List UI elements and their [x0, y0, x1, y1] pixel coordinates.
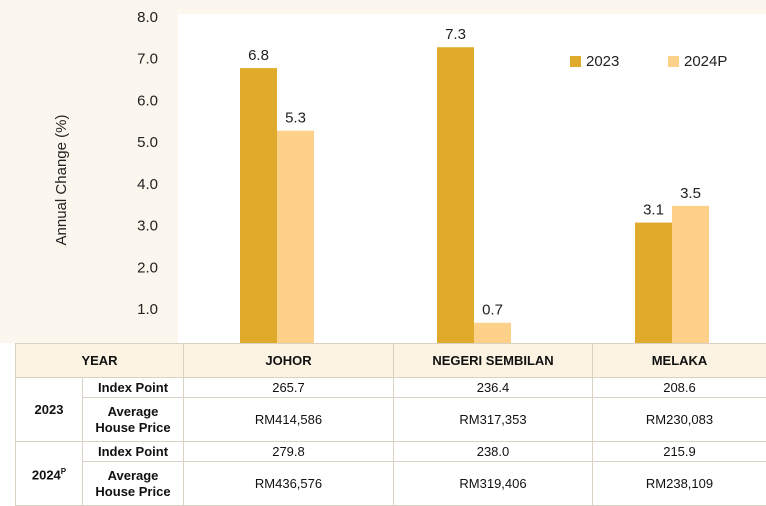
- value-cell: 208.6: [593, 378, 766, 398]
- y-tick-label: 2.0: [137, 259, 158, 276]
- data-label: 5.3: [285, 110, 306, 127]
- bar: [240, 68, 277, 343]
- row-label: Average House Price: [83, 398, 184, 442]
- y-tick-label: 3.0: [137, 218, 158, 235]
- bar: [474, 323, 511, 343]
- chart: Annual Change (%) 1.0 2.0 3.0 4.0 5.0 6.0 7.0 8…: [0, 0, 766, 343]
- row-label: Index Point: [83, 442, 184, 462]
- data-label: 3.1: [643, 202, 664, 219]
- y-axis-label: Annual Change (%): [53, 115, 70, 246]
- year-text: 2024: [32, 467, 61, 482]
- year-text: 2023: [35, 402, 64, 417]
- value-cell: RM319,406: [394, 462, 593, 506]
- legend-label: 2024P: [684, 53, 727, 70]
- row-label: Average House Price: [83, 462, 184, 506]
- value-cell: RM414,586: [184, 398, 394, 442]
- bar: [672, 206, 709, 343]
- bar: [277, 131, 314, 343]
- header-cell: NEGERI SEMBILAN: [394, 344, 593, 378]
- y-tick-label: 5.0: [137, 134, 158, 151]
- value-cell: 279.8: [184, 442, 394, 462]
- header-cell: MELAKA: [593, 344, 766, 378]
- year-cell: 2023: [16, 378, 83, 442]
- value-cell: 215.9: [593, 442, 766, 462]
- header-row: YEAR JOHOR NEGERI SEMBILAN MELAKA: [16, 344, 766, 378]
- header-cell: JOHOR: [184, 344, 394, 378]
- year-superscript: P: [61, 467, 66, 476]
- value-cell: 265.7: [184, 378, 394, 398]
- y-tick-label: 6.0: [137, 92, 158, 109]
- legend-swatch: [668, 56, 679, 67]
- bar: [635, 223, 672, 343]
- value-cell: RM436,576: [184, 462, 394, 506]
- y-tick-label: 4.0: [137, 176, 158, 193]
- value-cell: RM317,353: [394, 398, 593, 442]
- data-label: 3.5: [680, 185, 701, 202]
- bar: [437, 47, 474, 343]
- value-cell: RM230,083: [593, 398, 766, 442]
- row-label: Index Point: [83, 378, 184, 398]
- y-tick-label: 7.0: [137, 51, 158, 68]
- data-label: 7.3: [445, 26, 466, 43]
- data-label: 0.7: [482, 302, 503, 319]
- y-tick-label: 8.0: [137, 9, 158, 26]
- value-cell: 238.0: [394, 442, 593, 462]
- legend-swatch: [570, 56, 581, 67]
- legend-label: 2023: [586, 53, 619, 70]
- header-cell: YEAR: [16, 344, 184, 378]
- value-cell: RM238,109: [593, 462, 766, 506]
- y-tick-label: 1.0: [137, 301, 158, 318]
- data-label: 6.8: [248, 47, 269, 64]
- year-cell: 2024P: [16, 442, 83, 506]
- value-cell: 236.4: [394, 378, 593, 398]
